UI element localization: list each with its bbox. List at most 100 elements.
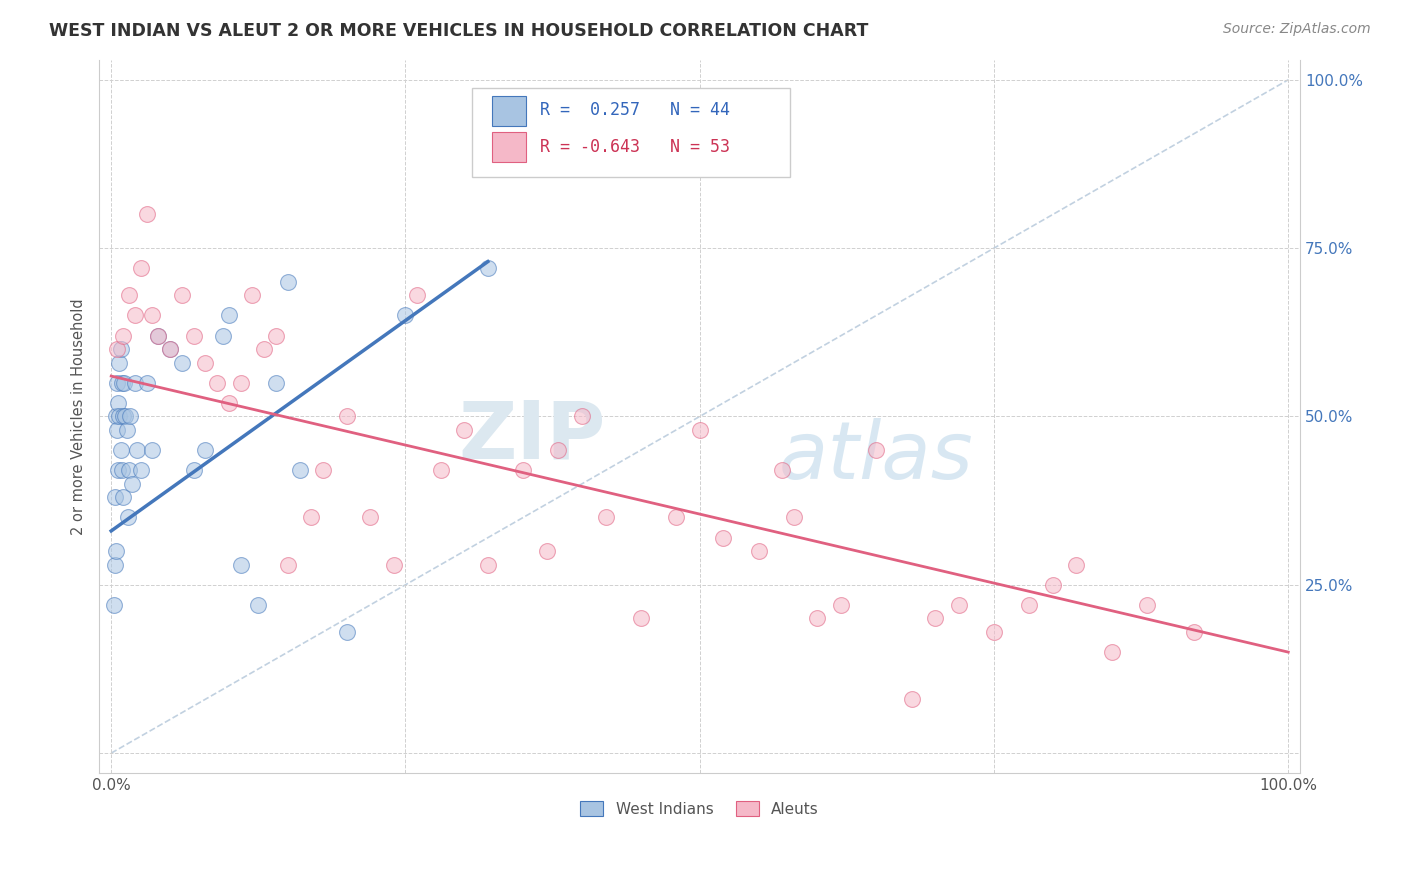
Point <box>183 463 205 477</box>
Point <box>135 376 157 390</box>
Point <box>194 443 217 458</box>
Point <box>108 409 131 424</box>
Point <box>477 261 499 276</box>
Point <box>406 288 429 302</box>
Point <box>711 531 734 545</box>
Point <box>806 611 828 625</box>
Point <box>104 409 127 424</box>
Point <box>429 463 451 477</box>
Point <box>748 544 770 558</box>
Point <box>477 558 499 572</box>
Point <box>571 409 593 424</box>
Point <box>1182 624 1205 639</box>
Point <box>394 309 416 323</box>
FancyBboxPatch shape <box>492 96 526 126</box>
Point <box>105 423 128 437</box>
Point <box>900 692 922 706</box>
Point <box>111 490 134 504</box>
Point <box>830 598 852 612</box>
Text: atlas: atlas <box>779 417 974 496</box>
Point <box>194 355 217 369</box>
FancyBboxPatch shape <box>492 132 526 161</box>
Point <box>105 376 128 390</box>
Legend: West Indians, Aleuts: West Indians, Aleuts <box>574 795 825 822</box>
Point <box>117 510 139 524</box>
Point <box>1136 598 1159 612</box>
Point <box>630 611 652 625</box>
Point <box>118 409 141 424</box>
Point <box>288 463 311 477</box>
Point <box>205 376 228 390</box>
Point <box>336 409 359 424</box>
Point <box>111 463 134 477</box>
Point <box>264 328 287 343</box>
Point <box>336 624 359 639</box>
Point <box>148 328 170 343</box>
Point <box>212 328 235 343</box>
Point <box>118 288 141 302</box>
Point <box>110 443 132 458</box>
Point <box>170 288 193 302</box>
Point <box>110 342 132 356</box>
Point <box>547 443 569 458</box>
Point <box>865 443 887 458</box>
Point <box>247 598 270 612</box>
Point <box>595 510 617 524</box>
Point <box>170 355 193 369</box>
Point <box>312 463 335 477</box>
Point <box>218 309 240 323</box>
Point <box>264 376 287 390</box>
Point <box>107 396 129 410</box>
Point <box>107 463 129 477</box>
Point <box>118 463 141 477</box>
Point <box>104 490 127 504</box>
Point <box>1101 645 1123 659</box>
Point <box>105 342 128 356</box>
Point <box>111 409 134 424</box>
Point <box>135 207 157 221</box>
Point <box>112 376 135 390</box>
Point <box>124 376 146 390</box>
Point <box>512 463 534 477</box>
Point <box>218 396 240 410</box>
Point <box>124 309 146 323</box>
Point <box>141 443 163 458</box>
Point <box>783 510 806 524</box>
Point <box>111 328 134 343</box>
Text: R = -0.643   N = 53: R = -0.643 N = 53 <box>540 138 730 156</box>
Point <box>924 611 946 625</box>
Y-axis label: 2 or more Vehicles in Household: 2 or more Vehicles in Household <box>72 298 86 535</box>
Point <box>299 510 322 524</box>
Point <box>948 598 970 612</box>
Point <box>115 423 138 437</box>
Point <box>665 510 688 524</box>
Point <box>1018 598 1040 612</box>
Point <box>159 342 181 356</box>
Point <box>141 309 163 323</box>
Point <box>104 558 127 572</box>
Point <box>453 423 475 437</box>
Point <box>689 423 711 437</box>
Point <box>108 355 131 369</box>
Point <box>104 544 127 558</box>
Point <box>277 558 299 572</box>
Point <box>983 624 1005 639</box>
Point <box>129 261 152 276</box>
Point <box>536 544 558 558</box>
Point <box>121 476 143 491</box>
Point <box>242 288 264 302</box>
Point <box>1042 578 1064 592</box>
Text: Source: ZipAtlas.com: Source: ZipAtlas.com <box>1223 22 1371 37</box>
FancyBboxPatch shape <box>471 88 790 178</box>
Point <box>277 275 299 289</box>
Point <box>127 443 149 458</box>
Point <box>183 328 205 343</box>
Point <box>229 558 252 572</box>
Point <box>103 598 125 612</box>
Point <box>770 463 793 477</box>
Point <box>382 558 405 572</box>
Point <box>159 342 181 356</box>
Point <box>111 376 134 390</box>
Point <box>359 510 381 524</box>
Text: WEST INDIAN VS ALEUT 2 OR MORE VEHICLES IN HOUSEHOLD CORRELATION CHART: WEST INDIAN VS ALEUT 2 OR MORE VEHICLES … <box>49 22 869 40</box>
